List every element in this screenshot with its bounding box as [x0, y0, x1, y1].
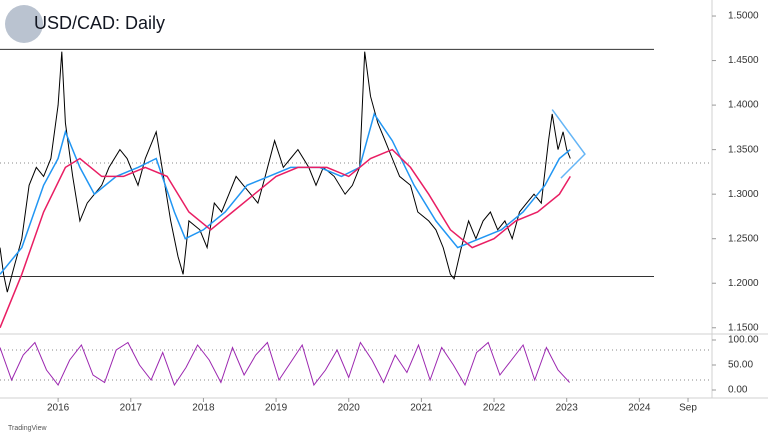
- y-tick-label: 1.3500: [728, 144, 759, 155]
- x-tick-label: 2023: [556, 403, 579, 414]
- chart-title: USD/CAD: Daily: [34, 13, 165, 33]
- x-tick-label: 2018: [192, 403, 215, 414]
- y-tick-label: 1.2500: [728, 233, 759, 244]
- y-tick-label: 0.00: [728, 385, 748, 396]
- watermark: TradingView: [8, 425, 47, 432]
- y-tick-label: 1.1500: [728, 322, 759, 333]
- x-tick-label: 2019: [265, 403, 288, 414]
- y-tick-label: 100.00: [728, 335, 759, 346]
- series-line: [0, 148, 571, 329]
- x-tick-label: 2016: [47, 403, 70, 414]
- y-tick-label: 1.3000: [728, 189, 759, 200]
- x-tick-label: 2022: [483, 403, 506, 414]
- y-tick-label: 1.2000: [728, 278, 759, 289]
- x-tick-label: 2021: [410, 403, 433, 414]
- logo: [5, 5, 43, 43]
- series-line: [0, 51, 571, 293]
- y-tick-label: 1.4000: [728, 100, 759, 111]
- x-tick-label: 2024: [628, 403, 651, 414]
- x-tick-label: Sep: [679, 403, 697, 414]
- y-tick-label: 1.4500: [728, 55, 759, 66]
- series-line: [0, 341, 570, 387]
- y-tick-label: 1.5000: [728, 11, 759, 22]
- series-line: [551, 109, 586, 179]
- x-tick-label: 2020: [338, 403, 361, 414]
- y-tick-label: 50.00: [728, 360, 753, 371]
- series-line: [0, 112, 571, 275]
- x-tick-label: 2017: [120, 403, 143, 414]
